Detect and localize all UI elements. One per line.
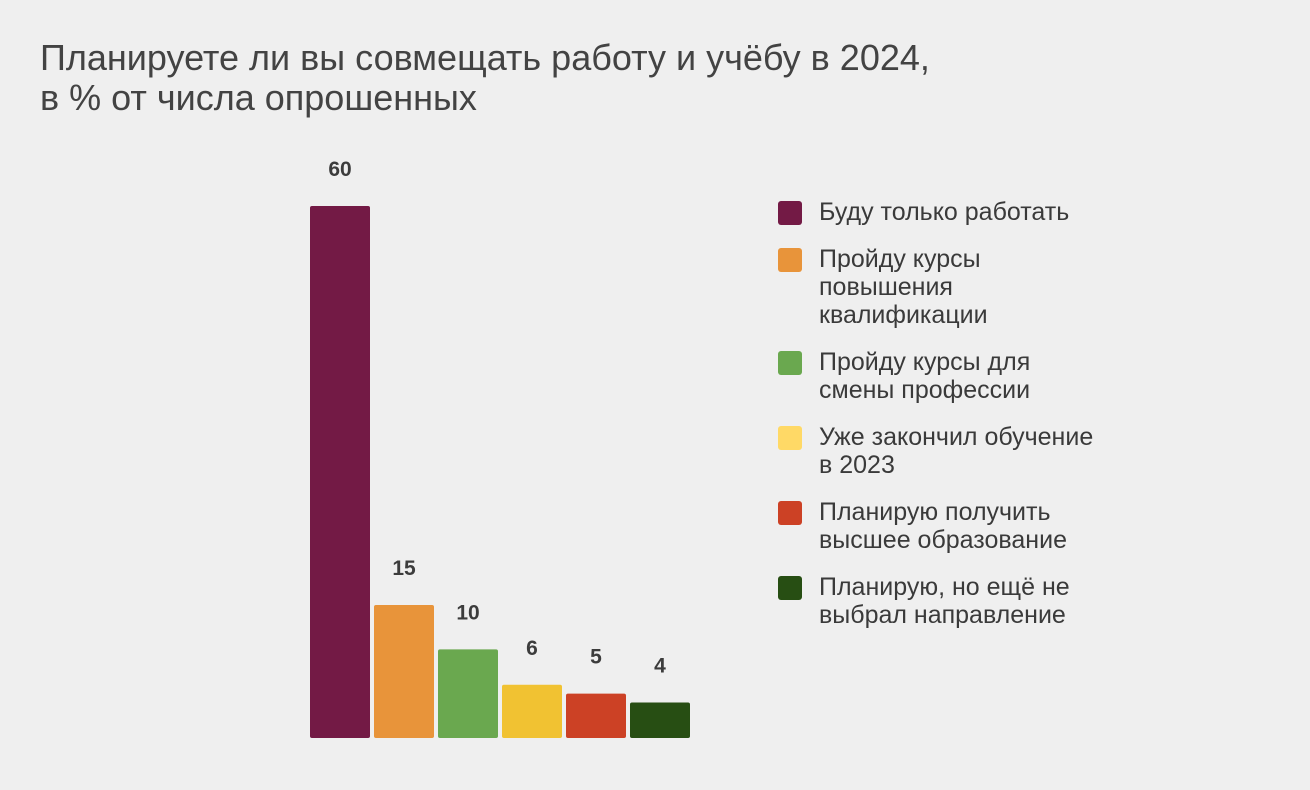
bar-value-label: 10 — [456, 601, 479, 624]
bar-5 — [566, 693, 626, 738]
legend-label: Планирую, но ещё не выбрал направление — [819, 573, 1070, 629]
legend-label: Пройду курсы для смены профессии — [819, 348, 1031, 404]
legend-label: Буду только работать — [819, 198, 1070, 226]
legend-label: Планирую получить высшее образование — [819, 498, 1067, 554]
legend-swatch — [778, 576, 802, 600]
bar-1 — [310, 206, 370, 738]
legend-swatch — [778, 201, 802, 225]
legend-swatch — [778, 426, 802, 450]
legend-label: Пройду курсы повышения квалификации — [819, 245, 988, 329]
legend-label: Уже закончил обучение в 2023 — [819, 423, 1094, 479]
legend-item: Пройду курсы повышения квалификации — [778, 245, 1118, 329]
bar-value-label: 6 — [526, 637, 538, 660]
legend-item: Уже закончил обучение в 2023 — [778, 423, 1118, 479]
bar-3 — [438, 649, 498, 738]
chart-title-line-1: Планируете ли вы совмещать работу и учёб… — [40, 37, 930, 78]
bar-2 — [374, 605, 434, 738]
legend-item: Буду только работать — [778, 198, 1118, 226]
bar-6 — [630, 702, 690, 738]
legend-swatch — [778, 248, 802, 272]
legend-item: Пройду курсы для смены профессии — [778, 348, 1118, 404]
chart-legend: Буду только работать Пройду курсы повыше… — [778, 198, 1118, 648]
chart-title-line-2: в % от числа опрошенных — [40, 77, 477, 118]
legend-item: Планирую, но ещё не выбрал направление — [778, 573, 1118, 629]
legend-item: Планирую получить высшее образование — [778, 498, 1118, 554]
bar-value-label: 60 — [328, 158, 351, 181]
chart-title: Планируете ли вы совмещать работу и учёб… — [40, 38, 930, 118]
legend-swatch — [778, 351, 802, 375]
bar-value-label: 4 — [654, 655, 666, 678]
bar-value-label: 15 — [392, 557, 416, 580]
legend-swatch — [778, 501, 802, 525]
bar-value-label: 5 — [590, 646, 602, 669]
bar-4 — [502, 684, 562, 738]
